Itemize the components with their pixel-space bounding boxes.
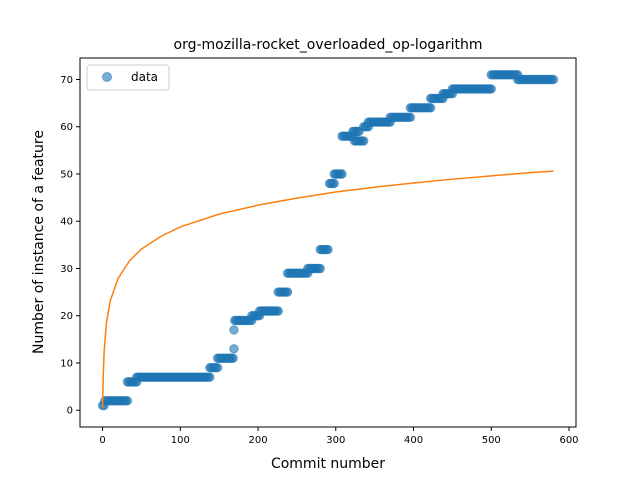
x-tick-label-5: 500 [482,435,501,446]
data-point-277 [486,84,496,94]
y-tick-label-1: 10 [60,358,73,369]
data-point-72 [205,372,215,382]
legend-label-data: data [131,70,158,84]
y-tick-label-7: 70 [60,75,73,86]
chart-title: org-mozilla-rocket_overloaded_op-logarit… [174,37,483,53]
legend-box [86,64,170,91]
data-point-91 [229,325,239,335]
x-tick-label-6: 600 [559,435,578,446]
data-point-158 [323,244,333,255]
y-tick-label-0: 0 [67,406,73,417]
plot-area [97,70,559,411]
y-axis-label: Number of instance of a feature [31,130,47,354]
x-axis: 0 100 200 300 400 500 600 [99,427,579,446]
data-point-319 [548,74,559,85]
data-point-122 [273,306,283,316]
data-point-168 [337,169,347,179]
data-point-90 [229,344,239,354]
x-tick-label-2: 200 [248,435,267,446]
y-tick-label-5: 50 [60,169,73,180]
y-tick-label-4: 40 [60,217,73,228]
x-tick-label-0: 0 [99,435,105,446]
data-point-188 [359,136,369,146]
fit-line [101,170,554,408]
x-axis-label: Commit number [271,456,385,472]
y-tick-label-3: 30 [60,264,73,275]
y-axis: 0 10 20 30 40 50 60 70 [60,75,80,417]
data-point-235 [425,103,436,113]
axes-frame [79,57,577,428]
data-point-78 [212,363,223,373]
data-point-152 [315,263,325,274]
data-point-162 [329,178,339,189]
x-tick-label-4: 400 [404,435,423,446]
legend: data [86,64,170,91]
data-point-17 [122,396,133,406]
data-point-89 [228,353,238,363]
x-tick-label-1: 100 [171,435,190,446]
x-tick-label-3: 300 [326,435,345,446]
y-tick-label-2: 20 [60,311,73,322]
data-point-221 [405,112,416,123]
legend-marker-data [102,72,112,82]
data-point-129 [282,287,293,297]
y-tick-label-6: 60 [60,122,73,133]
